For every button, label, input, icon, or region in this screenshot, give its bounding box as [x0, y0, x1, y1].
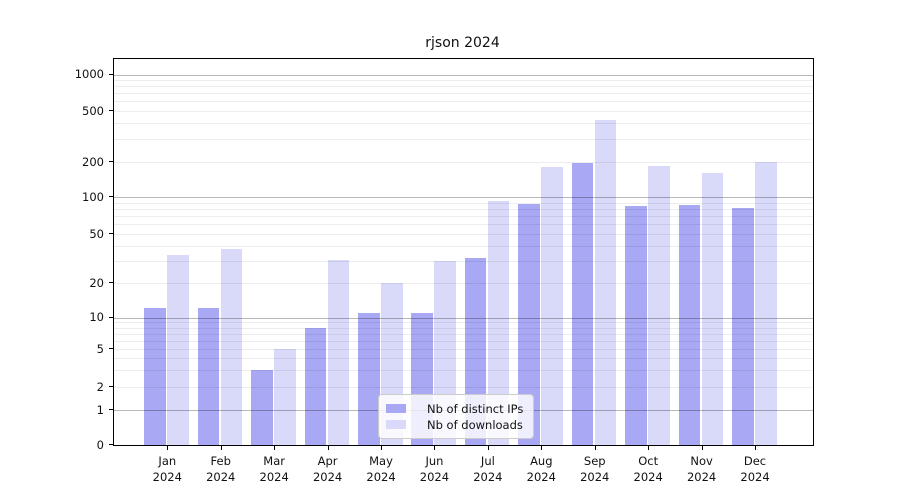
y-axis-tick-mark: [109, 316, 113, 318]
bar-downloads-apr: [327, 259, 350, 445]
legend: Nb of distinct IPs Nb of downloads: [378, 394, 535, 439]
y-axis-tick-mark: [109, 110, 113, 111]
bar-distinct-ips-sep: [571, 162, 594, 445]
y-axis-tick-mark: [109, 73, 113, 75]
y-axis-tick-label-50: 50: [89, 226, 104, 241]
x-axis-tick-label-oct: Oct 2024: [633, 454, 663, 484]
x-axis-tick-label-jan: Jan 2024: [152, 454, 182, 484]
x-axis-tick-label-feb: Feb 2024: [206, 454, 236, 484]
x-axis-tick-label-aug: Aug 2024: [526, 454, 556, 484]
legend-swatch-distinct-ips: [386, 404, 406, 413]
x-axis-tick-label-mar: Mar 2024: [259, 454, 289, 484]
y-axis-tick-label-500: 500: [82, 103, 104, 118]
y-axis-tick-mark: [109, 348, 113, 349]
x-axis-tick-label-may: May 2024: [366, 454, 396, 484]
bar-distinct-ips-oct: [625, 206, 647, 445]
y-axis-tick-mark: [109, 282, 113, 283]
x-axis-tick-label-jul: Jul 2024: [473, 454, 503, 484]
y-axis-tick-label-0: 0: [96, 437, 104, 452]
x-axis-tick-mark: [541, 446, 543, 450]
bar-downloads-mar: [274, 349, 296, 445]
x-axis-tick-mark: [327, 446, 329, 450]
legend-label-distinct-ips: Nb of distinct IPs: [427, 401, 524, 416]
x-axis-tick-mark: [487, 446, 489, 450]
y-axis-tick-mark: [109, 196, 113, 197]
bars-layer: [114, 59, 813, 445]
bar-distinct-ips-may: [358, 312, 380, 445]
bar-downloads-nov: [701, 173, 724, 445]
plot-area: Nb of distinct IPs Nb of downloads: [113, 58, 814, 446]
bar-downloads-jul: [487, 201, 510, 445]
y-axis-tick-label-200: 200: [82, 154, 104, 169]
bar-distinct-ips-jan: [144, 308, 166, 445]
y-axis-tick-mark: [109, 233, 113, 234]
x-axis-tick-mark: [594, 446, 596, 450]
legend-swatch-downloads: [386, 420, 406, 429]
y-axis-tick-mark: [109, 386, 113, 387]
x-axis-tick-mark: [220, 446, 222, 450]
x-axis-tick-label-dec: Dec 2024: [740, 454, 770, 484]
y-axis-tick-mark: [109, 409, 113, 410]
x-axis-tick-mark: [701, 446, 703, 450]
x-axis-tick-mark: [274, 446, 276, 450]
y-axis-tick-label-5: 5: [96, 341, 104, 356]
bar-downloads-sep: [594, 120, 617, 445]
x-axis-tick-label-nov: Nov 2024: [686, 454, 717, 484]
x-axis-tick-mark: [648, 446, 650, 450]
bar-downloads-jan: [167, 254, 189, 445]
x-axis-tick-mark: [381, 446, 383, 450]
x-axis-tick-label-jun: Jun 2024: [419, 454, 450, 484]
y-axis-tick-label-2: 2: [96, 379, 104, 394]
y-axis-tick-label-10: 10: [89, 310, 104, 324]
bar-distinct-ips-dec: [732, 208, 754, 445]
x-axis-tick-label-sep: Sep 2024: [580, 454, 610, 484]
bar-downloads-dec: [755, 162, 777, 445]
bar-distinct-ips-nov: [678, 205, 701, 445]
legend-label-downloads: Nb of downloads: [427, 417, 523, 432]
bar-distinct-ips-feb: [197, 308, 220, 445]
legend-item-downloads: Nb of downloads: [386, 417, 523, 432]
chart-title: rjson 2024: [425, 35, 500, 51]
y-axis-tick-label-1: 1: [96, 402, 104, 417]
x-axis-tick-mark: [755, 446, 757, 450]
x-axis-tick-mark: [167, 446, 169, 450]
bar-downloads-oct: [648, 165, 670, 445]
bar-downloads-feb: [220, 248, 243, 445]
bar-distinct-ips-mar: [251, 370, 273, 445]
x-axis-tick-mark: [434, 446, 436, 450]
bar-downloads-aug: [541, 166, 563, 445]
y-axis-tick-label-100: 100: [82, 189, 104, 204]
x-axis-tick-label-apr: Apr 2024: [312, 454, 343, 484]
y-axis-tick-label-1000: 1000: [74, 67, 104, 81]
bar-distinct-ips-aug: [518, 203, 540, 445]
y-axis-tick-mark: [109, 444, 113, 445]
y-axis-tick-mark: [109, 161, 113, 162]
legend-item-distinct-ips: Nb of distinct IPs: [386, 401, 523, 416]
bar-distinct-ips-apr: [304, 327, 327, 445]
y-axis-tick-label-20: 20: [89, 275, 104, 290]
